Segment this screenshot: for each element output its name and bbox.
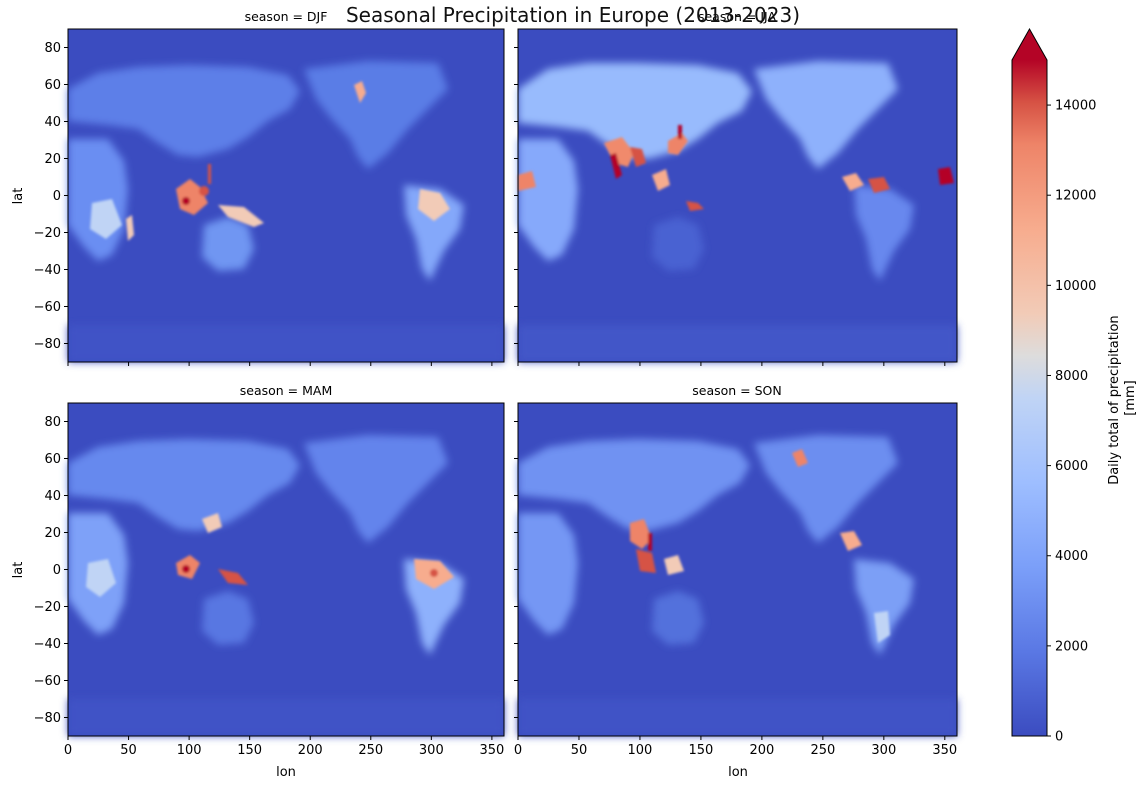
x-tick-label: 200 [298, 743, 323, 758]
xlabel-right: lon [728, 765, 748, 780]
x-tick-label: 100 [177, 743, 202, 758]
land-eurasia [68, 439, 300, 531]
panel-son: season = SON [517, 383, 958, 737]
y-tick-label: 80 [44, 41, 61, 56]
land-australia [202, 591, 254, 645]
land-south-america [854, 559, 914, 655]
colorbar-label-line2: [mm] [1123, 380, 1138, 415]
colorbar-tick-label: 10000 [1055, 279, 1096, 294]
ylabel-top: lat [11, 188, 26, 205]
hotspot-central-america [840, 531, 862, 551]
land-antarctica [518, 699, 957, 736]
x-tick-label: 150 [237, 743, 262, 758]
x-tick-label: 350 [479, 743, 504, 758]
y-tick-label: 0 [53, 189, 61, 204]
colorbar-tick-label: 4000 [1055, 549, 1088, 564]
x-tick-label: 50 [571, 743, 588, 758]
x-tick-label: 250 [358, 743, 383, 758]
colorbar-extend-max [1012, 29, 1047, 60]
colorbar: 0 2000 4000 6000 8000 10000 12000 14000 Daily t… [1011, 27, 1138, 745]
colorbar-tick-label: 6000 [1055, 459, 1088, 474]
colorbar-outline [1011, 27, 1048, 737]
land-africa [518, 513, 578, 635]
land-eurasia [68, 65, 300, 157]
y-tick-label: −20 [34, 226, 61, 241]
y-tick-label: 20 [44, 526, 61, 541]
panel-title: season = JJA [698, 9, 777, 24]
land-antarctica [518, 325, 957, 362]
colorbar-label-line1: Daily total of precipitation [1107, 315, 1122, 484]
y-tick-label: −20 [34, 600, 61, 615]
panel-jja: season = JJA [517, 9, 958, 363]
hotspot-east-asia [668, 133, 688, 155]
precip-field [68, 61, 504, 362]
x-tick-label: 250 [810, 743, 835, 758]
hotspot-west-africa [518, 171, 536, 191]
land-south-america [404, 559, 464, 655]
y-tick-label: 60 [44, 452, 61, 467]
x-tick-label: 300 [419, 743, 444, 758]
land-australia [652, 591, 704, 645]
colorbar-ticks: 0 2000 4000 6000 8000 10000 12000 14000 [1047, 99, 1096, 745]
hotspot-pacific-nw [792, 449, 808, 467]
hotspot-pacific-nw [354, 81, 366, 103]
colorbar-tick-label: 14000 [1055, 99, 1096, 114]
panel-mam: season = MAM [67, 383, 505, 737]
y-tick-label: −40 [34, 263, 61, 278]
land-antarctica [68, 699, 504, 736]
y-tick-label: 20 [44, 152, 61, 167]
land-eurasia [518, 439, 750, 531]
land-north-america [754, 435, 898, 543]
colorbar-tick-label: 2000 [1055, 639, 1088, 654]
x-tick-label: 350 [932, 743, 957, 758]
y-tick-label: 40 [44, 489, 61, 504]
colorbar-tick-label: 0 [1055, 730, 1063, 745]
y-tick-label: 60 [44, 78, 61, 93]
colorbar-tick-label: 8000 [1055, 369, 1088, 384]
y-tick-label: 80 [44, 415, 61, 430]
land-africa [518, 139, 578, 261]
y-tick-label: −60 [34, 300, 61, 315]
x-tick-label: 50 [120, 743, 137, 758]
land-antarctica [68, 325, 504, 362]
colorbar-tick-label: 12000 [1055, 189, 1096, 204]
precip-field [518, 61, 957, 362]
hotspot-amazon [418, 189, 450, 221]
x-tick-label: 200 [749, 743, 774, 758]
panel-title: season = DJF [245, 9, 328, 24]
y-tick-label: 0 [53, 563, 61, 578]
x-tick-label: 0 [514, 743, 522, 758]
precip-field [68, 435, 504, 736]
x-tick-label: 150 [689, 743, 714, 758]
hotspot-se-asia [630, 519, 652, 549]
y-tick-label: 40 [44, 115, 61, 130]
y-tick-label: −80 [34, 337, 61, 352]
y-tick-label: −40 [34, 637, 61, 652]
land-eurasia [518, 63, 752, 159]
land-south-america [854, 185, 914, 281]
y-tick-label: −80 [34, 711, 61, 726]
panel-title: season = MAM [240, 383, 333, 398]
land-north-america [754, 61, 898, 169]
ylabel-bottom: lat [11, 562, 26, 579]
precip-field [518, 435, 957, 736]
chart-title: Seasonal Precipitation in Europe (2013-2… [345, 3, 801, 27]
land-north-america [304, 435, 448, 543]
y-tick-label: −60 [34, 674, 61, 689]
x-tick-label: 100 [628, 743, 653, 758]
land-australia [652, 217, 704, 271]
x-tick-label: 0 [64, 743, 72, 758]
panel-title: season = SON [692, 383, 782, 398]
xlabel-left: lon [276, 765, 296, 780]
land-north-america [304, 61, 448, 169]
hotspot-south-asia [604, 137, 634, 167]
hotspot-central-america [842, 173, 864, 191]
land-australia [202, 217, 254, 271]
panel-djf: season = DJF [67, 9, 505, 363]
colorbar-label: Daily total of precipitation [mm] [1107, 311, 1138, 485]
x-tick-label: 300 [871, 743, 896, 758]
colorbar-gradient [1012, 60, 1047, 736]
